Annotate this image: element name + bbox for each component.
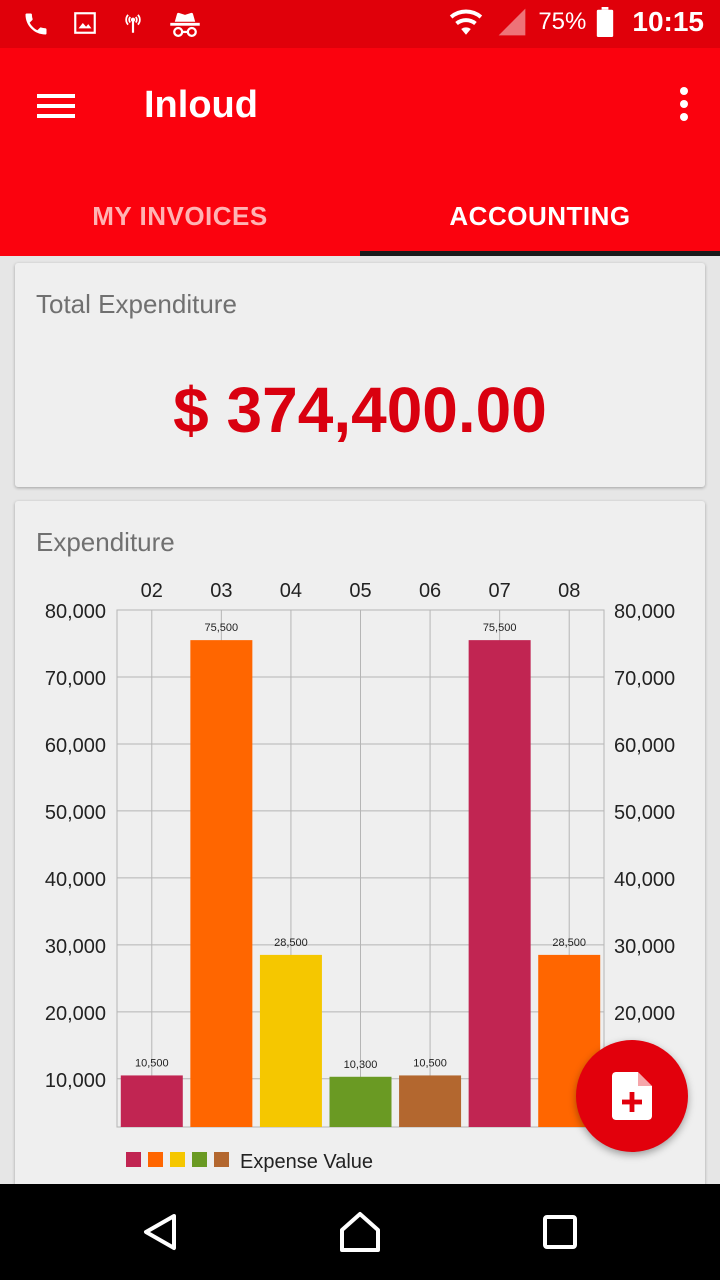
battery-percent: 75% [538,8,587,35]
total-expenditure-card: Total Expenditure $ 374,400.00 [15,263,705,487]
clock: 10:15 [632,6,704,37]
tab-accounting[interactable]: ACCOUNTING [360,176,720,256]
wifi-icon [450,9,483,35]
more-options-icon[interactable] [672,84,696,124]
add-invoice-fab[interactable] [576,1040,688,1152]
incognito-icon [170,12,200,38]
add-document-icon [612,1072,652,1120]
menu-icon[interactable] [28,86,84,126]
battery-icon [597,7,614,37]
tab-bar: MY INVOICES ACCOUNTING [0,176,720,256]
total-expenditure-value: $ 374,400.00 [173,374,547,446]
tab-my-invoices[interactable]: MY INVOICES [92,200,268,231]
home-icon[interactable] [336,1208,384,1256]
phone-icon [25,13,47,35]
image-icon [74,12,96,34]
app-bar: Inloud MY INVOICES ACCOUNTING [0,48,720,256]
hotspot-icon [125,14,141,33]
signal-icon [498,8,526,36]
status-bar: 75% 10:15 [0,0,720,48]
navigation-bar [0,1184,720,1280]
back-icon[interactable] [136,1208,184,1256]
total-expenditure-title: Total Expenditure [36,289,237,319]
expenditure-chart-title: Expenditure [36,527,175,557]
app-title: Inloud [144,84,258,126]
recents-icon[interactable] [536,1208,584,1256]
